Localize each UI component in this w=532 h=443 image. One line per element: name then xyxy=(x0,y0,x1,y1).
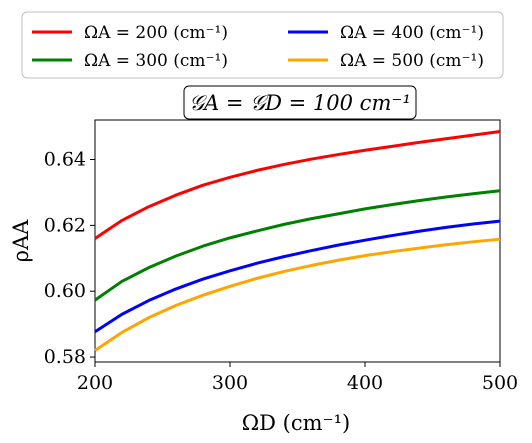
legend-label-3: ΩA = 300 (cm⁻¹) xyxy=(84,51,228,71)
x-tick-label: 500 xyxy=(482,372,518,394)
series-line-1 xyxy=(94,130,501,240)
plot-area xyxy=(94,119,501,363)
y-tick-label: 0.64 xyxy=(44,149,86,171)
series-line-4 xyxy=(94,237,501,352)
y-axis: 0.58 0.60 0.62 0.64 xyxy=(44,149,95,368)
x-tick-label: 200 xyxy=(77,372,113,394)
y-tick-label: 0.58 xyxy=(44,346,86,368)
series-layer xyxy=(94,130,501,352)
legend-label-2: ΩA = 400 (cm⁻¹) xyxy=(340,23,484,43)
y-axis-label: ρAA xyxy=(9,219,33,263)
y-tick-label: 0.60 xyxy=(44,280,86,302)
series-line-2 xyxy=(94,189,501,302)
legend-frame xyxy=(21,11,504,79)
legend-label-1: ΩA = 200 (cm⁻¹) xyxy=(84,23,228,43)
title-frame xyxy=(183,85,417,120)
chart-title: 𝒢A = 𝒢D = 100 cm⁻¹ xyxy=(183,85,417,120)
series-line-3 xyxy=(94,219,501,333)
y-tick-label: 0.62 xyxy=(44,214,86,236)
title-text: 𝒢A = 𝒢D = 100 cm⁻¹ xyxy=(189,91,411,115)
x-axis-label: ΩD (cm⁻¹) xyxy=(242,411,351,435)
legend: ΩA = 200 (cm⁻¹) ΩA = 400 (cm⁻¹) ΩA = 300… xyxy=(21,11,504,79)
x-axis: 200 300 400 500 xyxy=(77,362,518,394)
x-tick-label: 400 xyxy=(347,372,383,394)
legend-label-4: ΩA = 500 (cm⁻¹) xyxy=(340,51,484,71)
x-tick-label: 300 xyxy=(212,372,248,394)
